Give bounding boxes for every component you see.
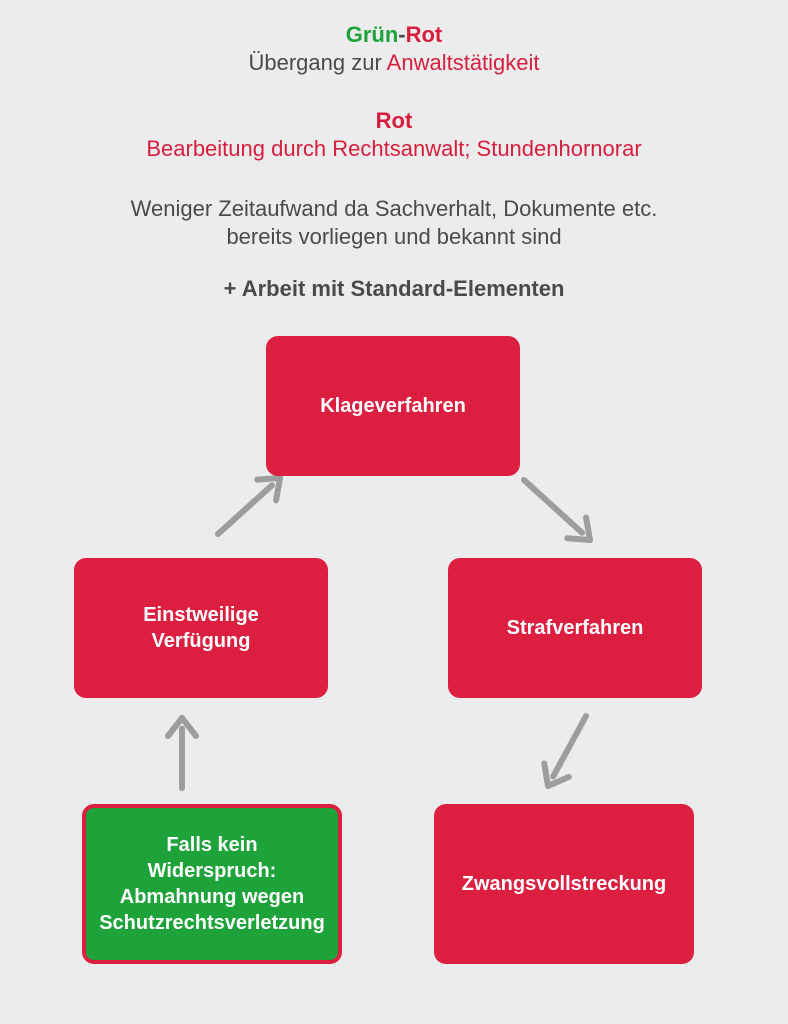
header-text-part: Übergang zur <box>248 50 386 75</box>
flow-node-label-line: Einstweilige <box>143 602 259 628</box>
flow-node-label-line: Strafverfahren <box>507 615 644 641</box>
arrow-icon <box>218 478 280 534</box>
flow-node-abmahn: Falls kein Widerspruch:Abmahnung wegenSc… <box>82 804 342 964</box>
arrow-icon <box>168 718 196 788</box>
header-line-5b: bereits vorliegen und bekannt sind <box>0 224 788 250</box>
header-text-part: Grün <box>346 22 399 47</box>
header-line-4: Bearbeitung durch Rechtsanwalt; Stundenh… <box>0 136 788 162</box>
header-line-3: Rot <box>0 108 788 134</box>
header-text-part: Rot <box>406 22 443 47</box>
header-line-2: Übergang zur Anwaltstätigkeit <box>0 50 788 76</box>
page: Grün-Rot Übergang zur Anwaltstätigkeit R… <box>0 0 788 1024</box>
header-text-part: Anwaltstätigkeit <box>387 50 540 75</box>
flow-node-label-line: Abmahnung wegen <box>120 884 304 910</box>
header-text-part: - <box>398 22 405 47</box>
flow-node-label-line: Klageverfahren <box>320 393 466 419</box>
flow-node-zwang: Zwangsvollstreckung <box>434 804 694 964</box>
header-line-5a: Weniger Zeitaufwand da Sachverhalt, Doku… <box>0 196 788 222</box>
header-line-1: Grün-Rot <box>0 22 788 48</box>
flow-node-label-line: Zwangsvollstreckung <box>462 871 667 897</box>
flow-node-straf: Strafverfahren <box>448 558 702 698</box>
flow-node-einstw: EinstweiligeVerfügung <box>74 558 328 698</box>
flow-node-label-line: Verfügung <box>152 628 251 654</box>
header-line-6: + Arbeit mit Standard-Elementen <box>0 276 788 302</box>
flow-node-label-line: Falls kein Widerspruch: <box>100 832 324 884</box>
flow-node-label-line: Schutzrechtsverletzung <box>99 910 325 936</box>
arrow-icon <box>544 716 586 786</box>
flow-node-klage: Klageverfahren <box>266 336 520 476</box>
arrow-icon <box>524 480 590 540</box>
